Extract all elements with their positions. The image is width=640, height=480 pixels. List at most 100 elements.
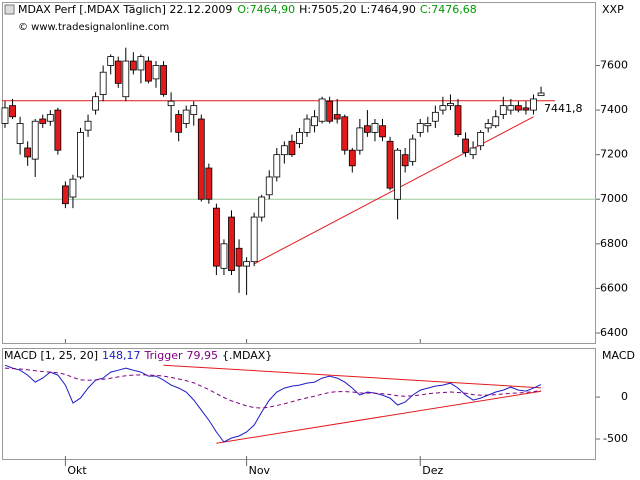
legend-value: 79,95 bbox=[186, 349, 218, 362]
candle-body bbox=[54, 109, 62, 151]
x-tick-label: Nov bbox=[249, 464, 271, 477]
price-panel bbox=[2, 2, 596, 344]
ohlc-label: L:7464,90 bbox=[361, 3, 416, 16]
y-tick-label: 7400 bbox=[600, 103, 628, 116]
candle-body bbox=[122, 60, 130, 98]
candle-body bbox=[39, 118, 47, 124]
candle-body bbox=[416, 123, 424, 133]
candle-body bbox=[311, 116, 318, 127]
candle-body bbox=[469, 147, 477, 156]
candle-body bbox=[24, 147, 32, 158]
legend-entry: MACD [1, 25, 20] bbox=[4, 349, 98, 362]
candle-body bbox=[16, 123, 24, 144]
candle-body bbox=[288, 140, 296, 156]
y-tick-label: 6600 bbox=[600, 281, 628, 294]
candle-body bbox=[447, 103, 454, 107]
candle-body bbox=[265, 176, 273, 196]
candle-body bbox=[129, 60, 137, 71]
candle-body bbox=[235, 247, 243, 267]
candle-body bbox=[31, 120, 39, 160]
candle-body bbox=[401, 154, 409, 167]
y-tick-label: 0 bbox=[621, 390, 628, 403]
ohlc-label: H:7505,20 bbox=[299, 3, 356, 16]
candle-body bbox=[303, 118, 311, 133]
candle-body bbox=[386, 140, 394, 189]
candle-body bbox=[46, 114, 54, 122]
candle-body bbox=[379, 125, 386, 138]
watermark: © www.tradesignalonline.com bbox=[18, 22, 169, 33]
candle-body bbox=[477, 131, 485, 147]
candle-body bbox=[92, 96, 99, 111]
candle-body bbox=[145, 60, 152, 82]
header: MDAX Perf [.MDAX Täglich] 22.12.2009 O:74… bbox=[18, 3, 477, 16]
candle-body bbox=[409, 138, 417, 162]
candle-body bbox=[333, 114, 341, 120]
y-tick-label: 7200 bbox=[600, 148, 628, 161]
candle-body bbox=[205, 167, 213, 200]
candle-body bbox=[77, 131, 84, 178]
candle-body bbox=[190, 105, 198, 115]
candle-body bbox=[243, 261, 251, 267]
candle-body bbox=[371, 123, 379, 133]
candle-body bbox=[167, 100, 175, 107]
candle-body bbox=[9, 105, 16, 118]
candle-body bbox=[515, 105, 522, 111]
chart-title: MDAX Perf [.MDAX Täglich] 22.12.2009 bbox=[18, 3, 232, 16]
legend-symbol: {.MDAX} bbox=[222, 349, 272, 362]
candle-body bbox=[530, 98, 537, 111]
candle-body bbox=[356, 127, 364, 151]
macd-panel bbox=[2, 348, 596, 460]
candle-body bbox=[273, 154, 281, 178]
candle-body bbox=[62, 185, 69, 205]
candle-body bbox=[160, 65, 167, 95]
candle-body bbox=[1, 107, 9, 124]
candle-body bbox=[212, 207, 220, 267]
axis-label: XXP bbox=[602, 3, 624, 16]
candle-body bbox=[137, 56, 145, 71]
candle-body bbox=[394, 149, 402, 200]
trendline bbox=[163, 364, 542, 389]
candle-body bbox=[499, 105, 507, 115]
candle-body bbox=[114, 60, 122, 84]
trendline bbox=[216, 390, 542, 444]
candle-body bbox=[431, 111, 439, 122]
legend-entry: Trigger bbox=[144, 349, 183, 362]
candle-body bbox=[175, 114, 183, 133]
candle-body bbox=[197, 118, 205, 200]
line-label: 7441,8 bbox=[544, 102, 583, 115]
ohlc-label: C:7476,68 bbox=[420, 3, 477, 16]
series-line bbox=[4, 367, 542, 409]
candle-body bbox=[280, 145, 288, 156]
candle-body bbox=[363, 125, 371, 133]
candle-body bbox=[507, 105, 515, 111]
candle-body bbox=[152, 65, 160, 80]
y-tick-label: 6800 bbox=[600, 237, 628, 250]
candle-body bbox=[182, 109, 190, 124]
y-tick-label: 7600 bbox=[600, 59, 628, 72]
x-tick-label: Okt bbox=[67, 464, 87, 477]
candle-body bbox=[424, 123, 432, 127]
axis-label: MACD bbox=[602, 349, 635, 362]
y-tick-label: -500 bbox=[603, 432, 628, 445]
candle-body bbox=[84, 120, 92, 131]
candle-body bbox=[462, 138, 469, 153]
candle-body bbox=[296, 131, 303, 144]
candle-body bbox=[522, 107, 530, 111]
candle-body bbox=[220, 243, 228, 269]
trendline bbox=[253, 116, 534, 265]
legend-value: 148,17 bbox=[102, 349, 141, 362]
candle-body bbox=[492, 116, 500, 127]
y-tick-label: 6400 bbox=[600, 326, 628, 339]
candle-body bbox=[348, 149, 356, 167]
candle-body bbox=[341, 116, 349, 151]
candle-body bbox=[484, 123, 492, 129]
candle-body bbox=[228, 216, 235, 271]
macd-legend: MACD [1, 25, 20] 148,17 Trigger 79,95 {.MDAX… bbox=[4, 349, 272, 362]
panel-icon bbox=[4, 4, 15, 15]
candle-body bbox=[69, 178, 77, 198]
ohlc-label: O:7464,90 bbox=[237, 3, 295, 16]
candle-body bbox=[326, 100, 334, 122]
y-tick-label: 7000 bbox=[600, 192, 628, 205]
x-tick-label: Dez bbox=[422, 464, 443, 477]
